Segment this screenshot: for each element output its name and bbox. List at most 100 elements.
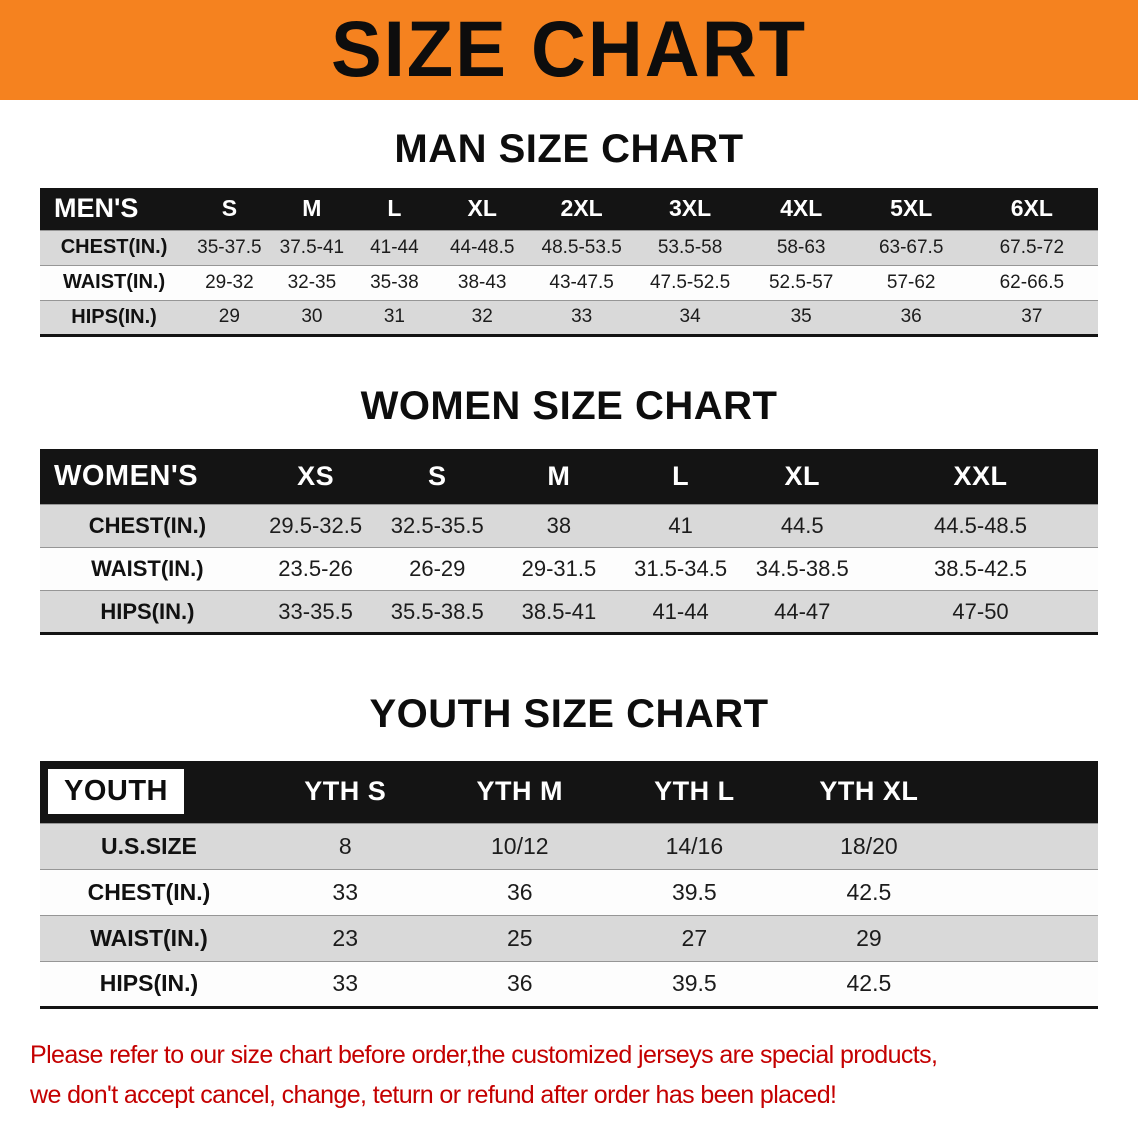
row-label-cell: WAIST(IN.): [62, 271, 166, 293]
size-value-cell: 8: [338, 832, 352, 859]
women-size-chart-heading: WOMEN SIZE CHART: [360, 383, 778, 428]
row-label-cell: HIPS(IN.): [99, 970, 199, 996]
size-value-cell: 35.5-38.5: [390, 598, 484, 624]
size-value-cell: 53.5-58: [657, 236, 723, 258]
size-value-cell: 39.5: [671, 878, 717, 905]
size-value-cell: 38.5-41: [521, 598, 597, 624]
table-corner-label: WOMEN'S: [54, 459, 199, 492]
spacer-cell: [956, 869, 1098, 915]
size-value-cell: 29: [218, 306, 240, 327]
row-label-cell: U.S.SIZE: [101, 832, 197, 859]
size-value-cell: 37.5-41: [279, 236, 345, 258]
size-column-header: YTH S: [304, 776, 387, 807]
measurement-row: CHEST(IN.) 33 36 39.5 42.5: [40, 869, 1098, 915]
size-value-cell: 58-63: [776, 236, 826, 258]
size-value-cell: 42.5: [846, 970, 892, 996]
size-value-cell: 29.5-32.5: [269, 513, 363, 538]
size-value-cell: 62-66.5: [999, 271, 1065, 293]
size-column-header: YTH XL: [819, 776, 919, 807]
disclaimer-line-2: we don't accept cancel, change, teturn o…: [30, 1080, 837, 1109]
size-value-cell: 48.5-53.5: [541, 236, 622, 258]
size-value-cell: 67.5-72: [999, 236, 1065, 258]
size-value-cell: 43-47.5: [549, 271, 614, 293]
size-value-cell: 41-44: [370, 236, 419, 258]
row-label-cell: HIPS(IN.): [71, 305, 157, 328]
row-label-cell: WAIST(IN.): [91, 556, 204, 581]
size-value-cell: 36: [900, 306, 922, 327]
measurement-row: WAIST(IN.) 23.5-26 26-29 29-31.5 31.5-34.5 34…: [40, 547, 1098, 591]
size-value-cell: 33: [571, 306, 593, 327]
size-column-header: XS: [297, 460, 335, 491]
measurement-row: U.S.SIZE 8 10/12 14/16 18/20: [40, 823, 1098, 869]
size-value-cell: 27: [681, 924, 708, 951]
size-value-cell: 47.5-52.5: [649, 271, 731, 293]
measurement-row: WAIST(IN.) 29-32 32-35 35-38 38-43 43-47.5 47.…: [40, 265, 1098, 300]
size-value-cell: 29-31.5: [521, 556, 597, 581]
youth-size-chart-heading: YOUTH SIZE CHART: [369, 692, 769, 736]
measurement-row: CHEST(IN.) 35-37.5 37.5-41 41-44 44-48.5 48.5…: [40, 230, 1098, 265]
size-chart-title: SIZE CHART: [331, 5, 807, 94]
spacer-cell: [956, 823, 1098, 869]
size-column-header: XL: [784, 460, 820, 491]
size-value-cell: 37: [1021, 306, 1043, 327]
women-size-table: WOMEN'S XS S M L XL XXL CHEST(IN.) 29.5-32.5 32.5…: [40, 448, 1098, 635]
man-size-chart-section: MAN SIZE CHART MEN'S S M L XL 2XL 3XL 4XL 5XL 6XL…: [0, 126, 1138, 337]
table-header-row: WOMEN'S XS S M L XL XXL: [40, 448, 1098, 505]
size-value-cell: 31: [383, 306, 405, 327]
table-corner-cell: WOMEN'S: [40, 449, 255, 505]
table-header-row: YOUTH YTH S YTH M YTH L YTH XL: [40, 761, 1098, 823]
row-label-cell: CHEST(IN.): [88, 513, 207, 538]
size-value-cell: 26-29: [409, 556, 466, 581]
size-chart-banner: SIZE CHART: [0, 0, 1138, 100]
size-value-cell: 36: [506, 878, 533, 905]
size-value-cell: 39.5: [671, 970, 717, 996]
size-value-cell: 32.5-35.5: [390, 513, 484, 538]
size-value-cell: 36: [506, 970, 533, 996]
size-value-cell: 44-47: [774, 598, 831, 624]
man-size-chart-heading: MAN SIZE CHART: [394, 127, 744, 171]
size-column-header: YTH M: [476, 776, 564, 807]
spacer-cell: [956, 915, 1098, 961]
row-label-cell: CHEST(IN.): [60, 236, 168, 258]
size-column-header: 3XL: [668, 195, 712, 222]
size-value-cell: 31.5-34.5: [634, 556, 728, 581]
size-value-cell: 32-35: [287, 271, 337, 293]
youth-size-chart-section: YOUTH SIZE CHART YOUTH YTH S YTH M YTH L YTH…: [0, 691, 1138, 1009]
size-value-cell: 18/20: [840, 832, 898, 859]
size-value-cell: 47-50: [952, 598, 1009, 624]
size-column-header: 5XL: [890, 195, 933, 222]
size-column-header: M: [302, 195, 322, 222]
size-column-header: YTH L: [654, 776, 735, 807]
size-value-cell: 44.5-48.5: [934, 513, 1028, 538]
row-label-cell: HIPS(IN.): [100, 598, 195, 624]
size-value-cell: 41: [668, 513, 693, 538]
table-corner-cell: YOUTH: [40, 761, 258, 823]
table-corner-cell: MEN'S: [40, 188, 188, 230]
size-value-cell: 38-43: [457, 271, 507, 293]
size-column-header: S: [428, 460, 447, 491]
size-column-header: XXL: [953, 460, 1008, 491]
size-column-header: S: [221, 195, 238, 222]
size-column-header: 4XL: [780, 195, 823, 222]
size-column-header: 6XL: [1010, 195, 1053, 222]
size-value-cell: 25: [506, 924, 533, 951]
women-size-chart-section: WOMEN SIZE CHART WOMEN'S XS S M L XL XXL CHEST(…: [0, 383, 1138, 635]
size-column-header: L: [387, 195, 402, 222]
measurement-row: WAIST(IN.) 23 25 27 29: [40, 915, 1098, 961]
size-value-cell: 44-48.5: [449, 236, 515, 258]
size-value-cell: 29: [856, 924, 882, 951]
measurement-row: HIPS(IN.) 29 30 31 32 33 34 35 36 37: [40, 300, 1098, 335]
size-value-cell: 34: [679, 306, 701, 327]
size-column-header: M: [547, 460, 571, 491]
size-value-cell: 41-44: [652, 598, 709, 624]
size-column-header: 2XL: [560, 195, 603, 222]
men-size-table: MEN'S S M L XL 2XL 3XL 4XL 5XL 6XL CHEST(IN.) 35-37…: [40, 188, 1098, 337]
size-column-header: XL: [467, 195, 497, 222]
size-value-cell: 35-37.5: [197, 236, 262, 258]
size-value-cell: 35-38: [370, 271, 419, 293]
size-value-cell: 30: [301, 306, 323, 327]
size-value-cell: 38.5-42.5: [934, 556, 1028, 581]
youth-size-table: YOUTH YTH S YTH M YTH L YTH XL U.S.SIZE 8 10/12…: [40, 761, 1098, 1009]
table-header-row: MEN'S S M L XL 2XL 3XL 4XL 5XL 6XL: [40, 188, 1098, 230]
size-value-cell: 32: [471, 306, 493, 327]
